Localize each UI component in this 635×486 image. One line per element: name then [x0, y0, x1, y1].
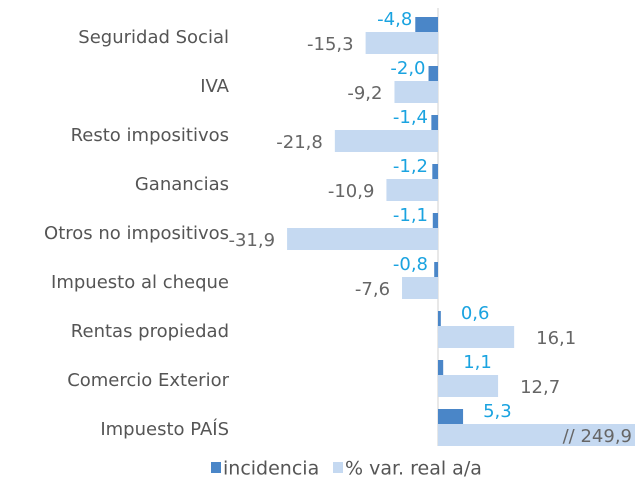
- bar: [287, 228, 438, 250]
- value-label: 1,1: [463, 352, 492, 373]
- value-label: 0,6: [461, 303, 490, 324]
- bar: [365, 32, 438, 54]
- bar: [432, 164, 438, 186]
- category-label: Resto impositivos: [71, 125, 229, 146]
- bar: [437, 424, 635, 446]
- category-label: Comercio Exterior: [67, 370, 229, 391]
- legend-label: incidencia: [223, 458, 319, 480]
- value-label: -4,8: [377, 9, 412, 30]
- value-label: 16,1: [536, 328, 576, 349]
- bar: [437, 326, 515, 348]
- value-label: -1,2: [393, 156, 428, 177]
- value-label: -1,4: [393, 107, 428, 128]
- category-label: IVA: [200, 76, 229, 97]
- bar: [394, 81, 438, 103]
- value-label: -1,1: [393, 205, 428, 226]
- category-label: Seguridad Social: [78, 27, 229, 48]
- value-label: -15,3: [307, 34, 354, 55]
- legend-label: % var. real a/a: [345, 458, 482, 480]
- bar: [334, 130, 438, 152]
- value-label: -9,2: [347, 83, 382, 104]
- category-label: Ganancias: [135, 174, 229, 195]
- value-label: 12,7: [520, 377, 560, 398]
- bar: [428, 66, 438, 88]
- bar: [437, 360, 444, 382]
- value-label: -10,9: [328, 181, 375, 202]
- bar: [431, 115, 438, 137]
- category-label: Impuesto PAÍS: [100, 418, 229, 440]
- value-label: -31,9: [228, 230, 275, 251]
- plot-area: [287, 17, 635, 446]
- category-label: Impuesto al cheque: [51, 272, 229, 293]
- legend-swatch: [333, 462, 343, 473]
- value-label: -21,8: [276, 132, 323, 153]
- value-label: 5,3: [483, 401, 512, 422]
- value-label: -2,0: [390, 58, 425, 79]
- bar: [434, 262, 438, 284]
- category-label: Otros no impositivos: [44, 223, 229, 244]
- value-label: // 249,9: [563, 426, 632, 447]
- legend-swatch: [211, 462, 221, 473]
- category-label: Rentas propiedad: [71, 321, 229, 342]
- value-label: -7,6: [355, 279, 390, 300]
- bar: [432, 213, 438, 235]
- value-label: -0,8: [393, 254, 428, 275]
- bar: [437, 311, 441, 333]
- bar: [402, 277, 438, 299]
- bar: [386, 179, 438, 201]
- bar: [437, 375, 499, 397]
